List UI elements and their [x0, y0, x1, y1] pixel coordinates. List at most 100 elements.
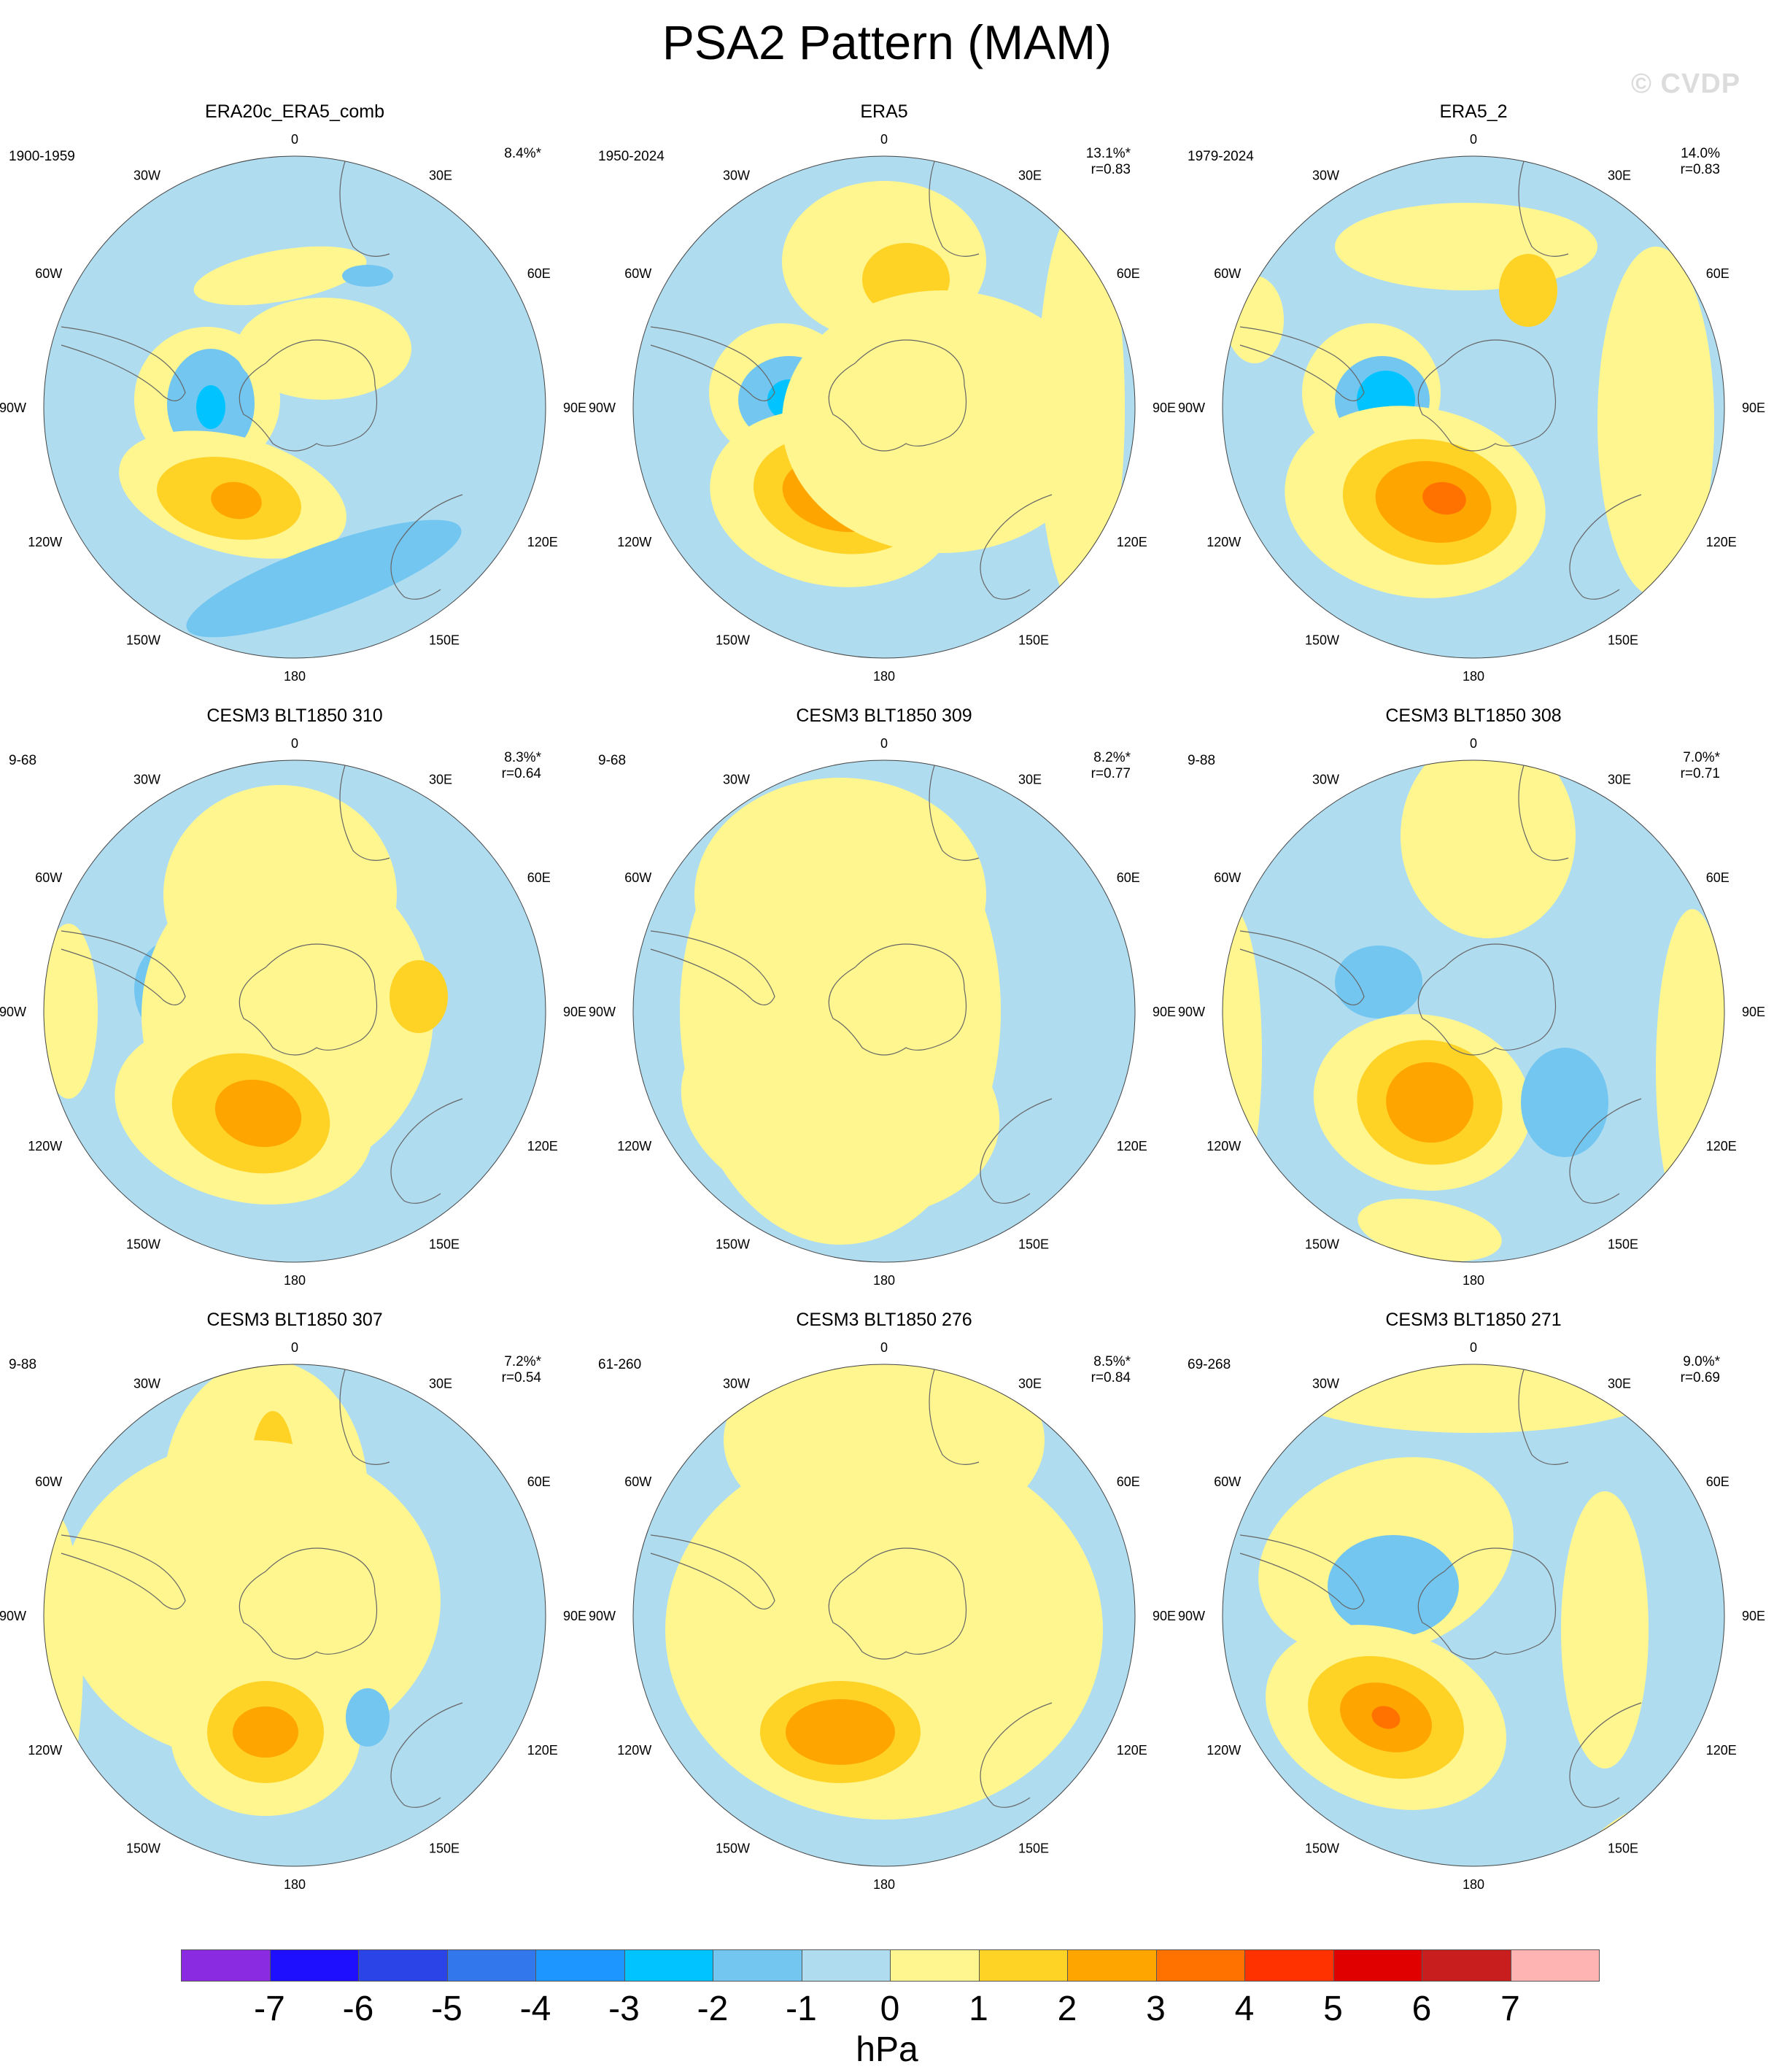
map-boundary	[43, 1364, 546, 1867]
longitude-label: 60E	[1706, 870, 1730, 885]
panel-title: ERA20c_ERA5_comb	[205, 101, 384, 122]
australia-coastline	[390, 494, 463, 600]
panel-period: 9-68	[9, 753, 37, 768]
map-boundary	[632, 759, 1136, 1263]
longitude-label: 90W	[0, 1005, 26, 1019]
longitude-label: 120E	[1706, 535, 1737, 549]
longitude-label: 180	[284, 669, 306, 684]
panel-period: 9-88	[1188, 753, 1216, 768]
colorbar-tick-label: 7	[1500, 1990, 1520, 2028]
africa-coastline	[1518, 158, 1569, 257]
colorbar-swatch	[1067, 1949, 1157, 1982]
panel-period: 69-268	[1188, 1357, 1231, 1372]
colorbar-swatch	[1244, 1949, 1334, 1982]
map-panel: CESM3 BLT1850 309 9-68 8.2%* r=0.77 0 30E 60E 9…	[589, 705, 1179, 1318]
field-contour	[390, 960, 448, 1033]
longitude-label: 150W	[716, 1237, 750, 1252]
field-contour	[193, 246, 367, 306]
longitude-label: 30W	[133, 1376, 160, 1391]
longitude-label: 60W	[35, 266, 62, 281]
field-contour	[236, 298, 411, 400]
south-america-coastline	[650, 326, 775, 401]
longitude-label: 30W	[133, 772, 160, 786]
longitude-label: 60W	[35, 1474, 62, 1489]
field-contour	[1499, 254, 1557, 327]
map-boundary	[43, 759, 546, 1263]
south-america-coastline	[61, 326, 186, 401]
longitude-label: 30E	[1018, 772, 1042, 786]
longitude-label: 150W	[126, 1841, 160, 1856]
colorbar-tick-label: -4	[519, 1990, 551, 2028]
longitude-label: 0	[880, 736, 888, 751]
longitude-label: 120W	[1206, 1139, 1241, 1153]
longitude-label: 60W	[624, 266, 651, 281]
longitude-label: 180	[873, 1877, 895, 1892]
field-contour	[1422, 482, 1466, 515]
longitude-label: 90E	[563, 1609, 586, 1623]
australia-coastline	[1569, 494, 1642, 600]
longitude-label: 150E	[1608, 1841, 1638, 1856]
longitude-label: 120E	[1706, 1139, 1737, 1153]
map-panel: CESM3 BLT1850 307 9-88 7.2%* r=0.54 0 30E 60E 9…	[0, 1309, 589, 1922]
colorbar-swatch	[181, 1949, 271, 1982]
longitude-label: 30W	[723, 1376, 750, 1391]
panel-period: 61-260	[598, 1357, 642, 1372]
field-contour	[233, 1706, 298, 1758]
panel-pattern-corr: r=0.69	[1680, 1370, 1720, 1385]
polar-map: 0 30E 60E 90E 120E 150E 180 150W 120W 90W 60W 30W	[1178, 132, 1765, 684]
figure-title: PSA2 Pattern (MAM)	[662, 15, 1112, 69]
australia-coastline	[390, 1702, 463, 1808]
south-america-coastline	[61, 930, 186, 1005]
antarctica-coastline	[828, 943, 967, 1056]
colorbar-unit: hPa	[856, 2030, 918, 2069]
polar-map: 0 30E 60E 90E 120E 150E 180 150W 120W 90W 60W 30W	[589, 132, 1176, 684]
field-contour	[1357, 1198, 1502, 1262]
panel-period: 1900-1959	[9, 149, 75, 164]
longitude-label: 120W	[28, 535, 62, 549]
longitude-label: 90W	[589, 1005, 616, 1019]
longitude-label: 90E	[1153, 401, 1176, 415]
colorbar	[181, 1949, 1600, 1982]
antarctica-coastline	[239, 339, 378, 452]
longitude-label: 30E	[1608, 1376, 1631, 1391]
colorbar-tick-label: -6	[342, 1990, 374, 2028]
longitude-label: 60W	[624, 1474, 651, 1489]
south-america-coastline	[1239, 326, 1365, 401]
field-contour	[1401, 760, 1576, 938]
field-contour	[1225, 276, 1284, 363]
field-contour	[1335, 946, 1422, 1018]
polar-map: 0 30E 60E 90E 120E 150E 180 150W 120W 90W 60W 30W	[0, 132, 586, 684]
antarctica-coastline	[239, 1547, 378, 1660]
colorbar-tick-label: 4	[1234, 1990, 1255, 2028]
field-contour	[1223, 909, 1262, 1201]
longitude-label: 0	[880, 1340, 888, 1355]
colorbar-tick-label: 3	[1146, 1990, 1166, 2028]
longitude-label: 0	[1470, 1340, 1477, 1355]
australia-coastline	[1569, 1098, 1642, 1204]
polar-map: 0 30E 60E 90E 120E 150E 180 150W 120W 90W 60W 30W	[1178, 1340, 1765, 1892]
colorbar-tick-label: -2	[697, 1990, 729, 2028]
longitude-label: 120E	[1117, 535, 1147, 549]
longitude-label: 180	[284, 1273, 306, 1288]
map-panel: CESM3 BLT1850 310 9-68 8.3%* r=0.64 0 30E 60E 9…	[0, 705, 589, 1318]
colorbar-swatch	[358, 1949, 448, 1982]
colorbar-swatch	[535, 1949, 625, 1982]
longitude-label: 120W	[28, 1743, 62, 1758]
longitude-label: 180	[1463, 669, 1484, 684]
field-contour	[44, 924, 98, 1099]
longitude-label: 150W	[716, 633, 750, 648]
longitude-label: 60W	[624, 870, 651, 885]
polar-map: 0 30E 60E 90E 120E 150E 180 150W 120W 90W 60W 30W	[589, 736, 1176, 1288]
longitude-label: 60E	[527, 1474, 551, 1489]
colorbar-tick-label: 6	[1411, 1990, 1432, 2028]
panel-period: 1950-2024	[598, 149, 665, 164]
panel-title: CESM3 BLT1850 309	[796, 706, 972, 726]
antarctica-coastline	[1417, 943, 1556, 1056]
colorbar-tick-label: 5	[1323, 1990, 1343, 2028]
panel-pattern-corr: r=0.83	[1091, 162, 1131, 177]
colorbar-swatch	[1510, 1949, 1600, 1982]
field-contour	[1597, 247, 1714, 597]
panel-pattern-corr: r=0.54	[501, 1370, 541, 1385]
field-contour	[1284, 1364, 1663, 1433]
colorbar-swatch	[890, 1949, 980, 1982]
